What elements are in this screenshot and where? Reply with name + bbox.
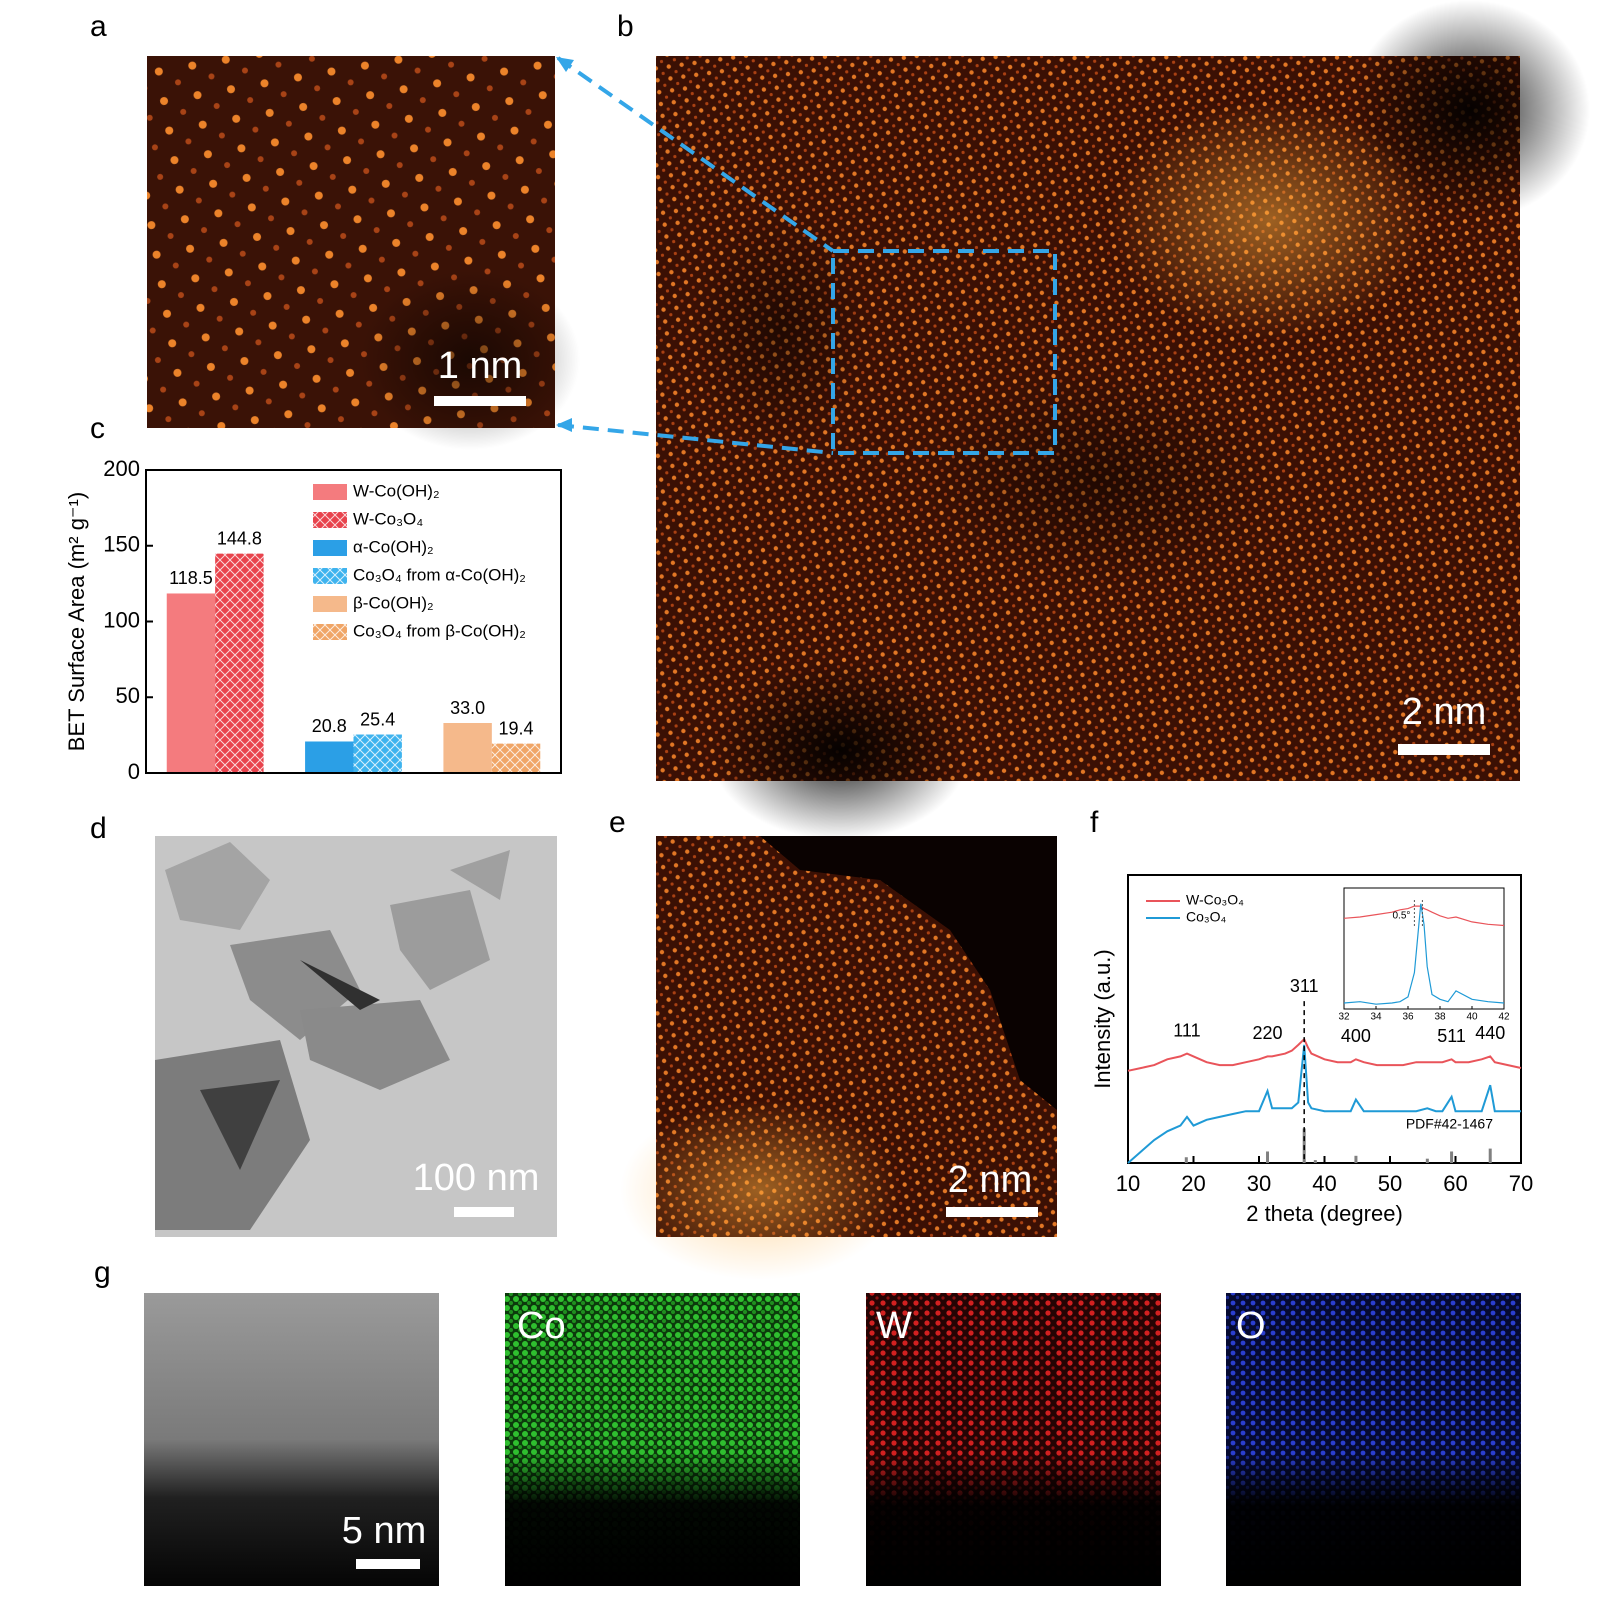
inset-frame (1343, 887, 1505, 1010)
line (1127, 1044, 1521, 1164)
panel-label: d (90, 812, 107, 845)
peak-label: 111 (1173, 1020, 1200, 1040)
micrograph-a: 1 nm (147, 56, 580, 450)
x-tick-label: 50 (1378, 1171, 1402, 1196)
arrow-head (556, 57, 574, 72)
micrograph-d: 100 nm (155, 836, 557, 1237)
peak-label: 511 (1437, 1026, 1466, 1046)
x-tick-label: 32 (1338, 1012, 1350, 1023)
element-label: Co (517, 1305, 566, 1347)
x-tick-label: 70 (1509, 1171, 1533, 1196)
peak-label: 311 (1290, 976, 1319, 996)
y-axis-label: Intensity (a.u.) (1090, 949, 1115, 1088)
y-tick-label: 0 (128, 759, 140, 784)
scale-bar-label: 2 nm (1402, 691, 1486, 733)
x-tick-label: 40 (1466, 1012, 1478, 1023)
legend-label: W-Co(OH)₂ (353, 481, 440, 500)
legend-label: Co₃O₄ from β-Co(OH)₂ (353, 621, 526, 640)
bar (166, 593, 216, 773)
legend-swatch (313, 540, 347, 556)
value-label: 144.8 (217, 528, 262, 548)
x-tick-label: 30 (1247, 1171, 1271, 1196)
line (1127, 1037, 1522, 1072)
value-label: 33.0 (450, 698, 485, 718)
y-tick-label: 100 (103, 607, 140, 632)
micrograph-e: 2 nm (620, 836, 1057, 1280)
x-tick-label: 40 (1312, 1171, 1336, 1196)
scale-bar-label: 2 nm (948, 1159, 1032, 1201)
scale-bar-label: 1 nm (438, 345, 522, 387)
legend-swatch (313, 624, 347, 640)
panel-label: c (90, 412, 105, 445)
legend-label: Co₃O₄ (1186, 909, 1226, 925)
scale-bar-label: 100 nm (413, 1157, 540, 1199)
y-axis-label: BET Surface Area (m² g⁻¹) (64, 492, 89, 751)
micrograph-b: 2 nm (656, 0, 1590, 840)
x-tick-label: 20 (1181, 1171, 1205, 1196)
x-tick-label: 36 (1402, 1012, 1414, 1023)
legend-swatch (313, 596, 347, 612)
bar (305, 741, 354, 773)
reference-label: PDF#42-1467 (1406, 1116, 1493, 1132)
legend-label: β-Co(OH)₂ (353, 593, 434, 612)
zoom-line (557, 423, 834, 455)
x-tick-label: 60 (1443, 1171, 1467, 1196)
panel-label: e (609, 806, 626, 839)
value-label: 19.4 (499, 718, 534, 738)
y-tick-label: 150 (103, 532, 140, 557)
zoom-line (556, 56, 835, 253)
element-label: W (876, 1305, 912, 1347)
value-label: 25.4 (360, 709, 395, 729)
y-tick-label: 50 (116, 683, 140, 708)
legend-swatch (313, 484, 347, 500)
element-label: O (1236, 1305, 1266, 1347)
line (1343, 905, 1505, 927)
bar (215, 553, 264, 773)
peak-label: 400 (1341, 1026, 1371, 1046)
legend-swatch (313, 568, 347, 584)
bar (443, 723, 492, 773)
legend-label: W-Co₃O₄ (353, 509, 423, 528)
legend-swatch (313, 512, 347, 528)
peak-label: 440 (1475, 1023, 1505, 1043)
legend-label: α-Co(OH)₂ (353, 537, 434, 556)
legend-label: W-Co₃O₄ (1186, 892, 1244, 908)
arrow-head (556, 418, 572, 432)
value-label: 118.5 (169, 568, 213, 588)
x-tick-label: 10 (1116, 1171, 1140, 1196)
x-tick-label: 38 (1434, 1012, 1446, 1023)
x-axis-label: 2 theta (degree) (1246, 1201, 1403, 1226)
y-tick-label: 200 (103, 456, 140, 481)
x-tick-label: 42 (1498, 1012, 1510, 1023)
panel-label: b (617, 10, 634, 43)
peak-label: 220 (1252, 1023, 1282, 1043)
eds-maps: 5 nm Co W O (144, 1293, 1521, 1586)
line (1343, 903, 1505, 1005)
value-label: 20.8 (312, 716, 347, 736)
x-tick-label: 34 (1370, 1012, 1382, 1023)
inset-annotation: 0.5° (1392, 911, 1410, 922)
panel-label: a (90, 10, 107, 43)
panel-label: g (94, 1256, 111, 1289)
bar (491, 743, 541, 773)
bar (353, 734, 402, 773)
scale-bar-label: 5 nm (342, 1510, 426, 1552)
panel-label: f (1090, 806, 1099, 839)
legend-label: Co₃O₄ from α-Co(OH)₂ (353, 565, 526, 584)
